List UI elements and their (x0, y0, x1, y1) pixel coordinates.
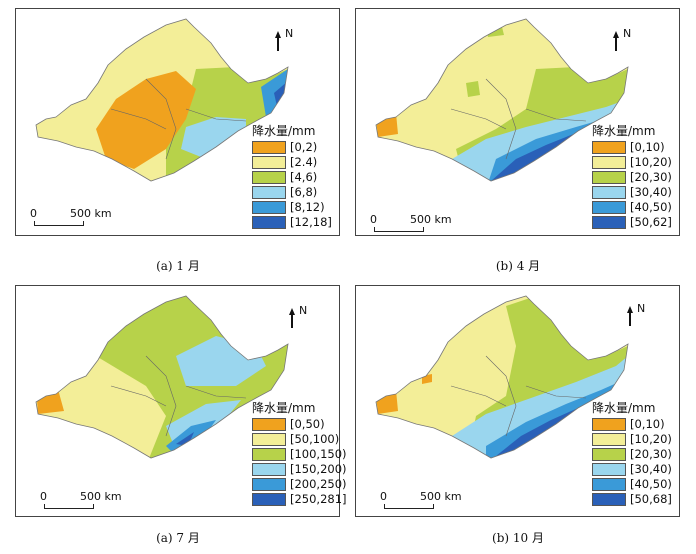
legend-label: [250,281] (290, 492, 347, 506)
legend-label: [2.4) (290, 155, 318, 169)
legend-swatch (252, 478, 286, 491)
scale-bar-line (384, 504, 434, 509)
scale-bar-line (34, 221, 84, 226)
scale-zero: 0 (40, 490, 47, 503)
legend-title: 降水量/mm (592, 124, 656, 138)
legend-label: [12,18] (290, 215, 332, 229)
caption-april: (b) 4 月 (495, 259, 541, 273)
precipitation-map-october (375, 295, 629, 459)
scale-bar-line (44, 504, 94, 509)
map-panel-january: N 降水量/mm [0,2) [2.4) [4,6) [6,8) [8,12) … (15, 8, 340, 236)
scale-bar: 0 500 km (370, 213, 480, 235)
legend-swatch (252, 156, 286, 169)
north-label: N (623, 27, 632, 40)
map-panel-july: N 降水量/mm [0,50) [50,100) [100,150) [150,… (15, 285, 347, 517)
legend-swatch (592, 493, 626, 506)
legend-label: [20,30) (630, 447, 672, 461)
scale-label: 500 km (410, 213, 452, 226)
legend-label: [10,20) (630, 155, 672, 169)
scale-label: 500 km (70, 207, 112, 220)
legend-swatch (592, 171, 626, 184)
legend-label: [20,30) (630, 170, 672, 184)
legend-label: [200,250) (290, 477, 347, 491)
scale-zero: 0 (30, 207, 37, 220)
legend-swatch (592, 216, 626, 229)
map-panel-october: N 降水量/mm [0,10) [10,20) [20,30) [30,40) … (355, 285, 680, 517)
precipitation-map-april (375, 18, 629, 182)
legend-swatch (592, 201, 626, 214)
legend-label: [8,12) (290, 200, 325, 214)
north-label: N (637, 302, 646, 315)
caption-july: (a) 7 月 (156, 531, 200, 545)
legend-swatch (592, 186, 626, 199)
legend-label: [0,50) (290, 417, 325, 431)
scale-zero: 0 (370, 213, 377, 226)
legend-label: [6,8) (290, 185, 318, 199)
legend-label: [40,50) (630, 200, 672, 214)
legend-swatch (252, 171, 286, 184)
legend-swatch (252, 216, 286, 229)
north-label: N (299, 304, 308, 317)
scale-label: 500 km (80, 490, 122, 503)
map-panel-april: N 降水量/mm [0,10) [10,20) [20,30) [30,40) … (355, 8, 680, 236)
legend-swatch (252, 463, 286, 476)
legend-title: 降水量/mm (592, 401, 656, 415)
legend-swatch (252, 433, 286, 446)
north-arrow-icon (289, 308, 295, 328)
legend-label: [50,100) (290, 432, 340, 446)
legend-title: 降水量/mm (252, 401, 316, 415)
scale-bar-line (374, 227, 424, 232)
precipitation-map-july (35, 295, 289, 459)
north-arrow-icon (613, 31, 619, 51)
legend-label: [0,10) (630, 140, 665, 154)
scale-bar: 0 500 km (30, 207, 140, 229)
north-arrow-icon (275, 31, 281, 51)
scale-bar: 0 500 km (40, 490, 150, 512)
legend-swatch (592, 141, 626, 154)
legend-swatch (592, 418, 626, 431)
north-label: N (285, 27, 294, 40)
caption-january: (a) 1 月 (156, 259, 200, 273)
legend-label: [30,40) (630, 462, 672, 476)
legend-title: 降水量/mm (252, 124, 316, 138)
legend-swatch (592, 156, 626, 169)
legend-swatch (252, 448, 286, 461)
legend-label: [50,68] (630, 492, 672, 506)
legend-swatch (592, 433, 626, 446)
legend-swatch (252, 493, 286, 506)
legend-swatch (592, 448, 626, 461)
legend-label: [4,6) (290, 170, 318, 184)
legend-label: [0,2) (290, 140, 318, 154)
legend-label: [150,200) (290, 462, 347, 476)
caption-october: (b) 10 月 (492, 531, 544, 545)
north-arrow-icon (627, 306, 633, 326)
legend-label: [50,62] (630, 215, 672, 229)
legend-swatch (592, 478, 626, 491)
legend-swatch (592, 463, 626, 476)
legend-swatch (252, 201, 286, 214)
legend-label: [10,20) (630, 432, 672, 446)
scale-bar: 0 500 km (380, 490, 490, 512)
legend-label: [40,50) (630, 477, 672, 491)
legend-label: [30,40) (630, 185, 672, 199)
legend-label: [100,150) (290, 447, 347, 461)
legend-swatch (252, 141, 286, 154)
legend-swatch (252, 418, 286, 431)
legend-label: [0,10) (630, 417, 665, 431)
scale-label: 500 km (420, 490, 462, 503)
scale-zero: 0 (380, 490, 387, 503)
legend-swatch (252, 186, 286, 199)
